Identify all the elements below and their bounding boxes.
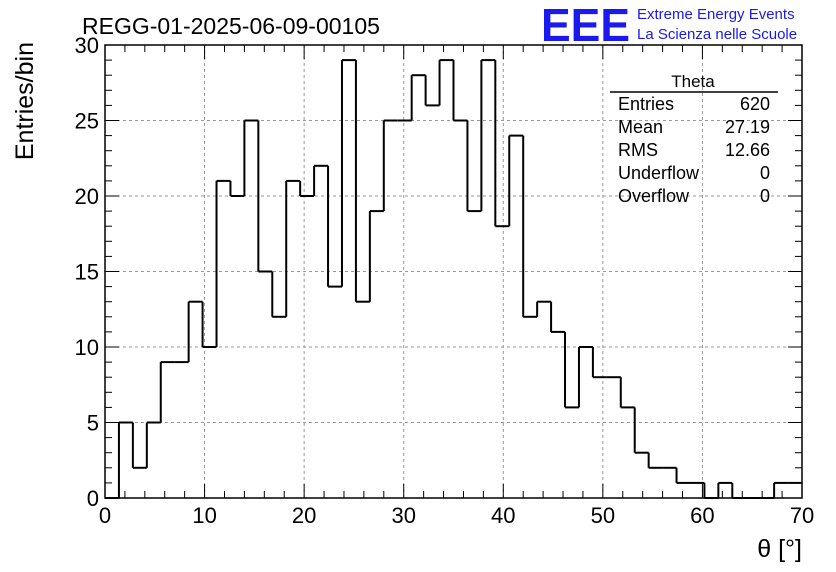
x-tick-label: 40: [491, 503, 515, 528]
y-tick-label: 10: [75, 335, 99, 360]
x-tick-label: 60: [690, 503, 714, 528]
x-tick-label: 50: [591, 503, 615, 528]
run-title: REGG-01-2025-06-09-00105: [82, 13, 380, 39]
eee-logo: EEE: [541, 0, 630, 51]
stats-value-mean: 27.19: [725, 117, 770, 137]
stats-label-entries: Entries: [618, 94, 674, 114]
stats-value-overflow: 0: [760, 186, 770, 206]
logo-line-2: La Scienza nelle Scuole: [637, 26, 797, 43]
stats-title: Theta: [671, 72, 715, 91]
x-tick-label: 0: [99, 503, 111, 528]
axis-ticks: [104, 44, 803, 499]
stats-label-overflow: Overflow: [618, 186, 690, 206]
stats-value-underflow: 0: [760, 163, 770, 183]
y-tick-label: 5: [87, 411, 99, 436]
y-axis-title: Entries/bin: [11, 42, 39, 160]
stats-label-rms: RMS: [618, 140, 658, 160]
histogram-bars: [105, 59, 802, 499]
stats-label-underflow: Underflow: [618, 163, 700, 183]
x-axis-title: θ [°]: [757, 535, 802, 563]
x-tick-label: 20: [292, 503, 316, 528]
y-tick-label: 30: [75, 33, 99, 58]
stats-value-rms: 12.66: [725, 140, 770, 160]
stats-value-entries: 620: [740, 94, 770, 114]
y-tick-label: 20: [75, 184, 99, 209]
y-tick-label: 15: [75, 260, 99, 285]
x-tick-label: 70: [790, 503, 814, 528]
stats-label-mean: Mean: [618, 117, 663, 137]
x-tick-label: 30: [391, 503, 415, 528]
tick-labels: 0 10 20 30 40 50 60 70 0 5 10 15 20 25 30: [75, 33, 815, 528]
y-tick-label: 0: [87, 486, 99, 511]
x-tick-label: 10: [192, 503, 216, 528]
logo-line-1: Extreme Energy Events: [637, 6, 795, 23]
stats-box: Theta Entries 620 Mean 27.19 RMS 12.66 Underfl…: [610, 72, 778, 206]
y-tick-label: 25: [75, 109, 99, 134]
